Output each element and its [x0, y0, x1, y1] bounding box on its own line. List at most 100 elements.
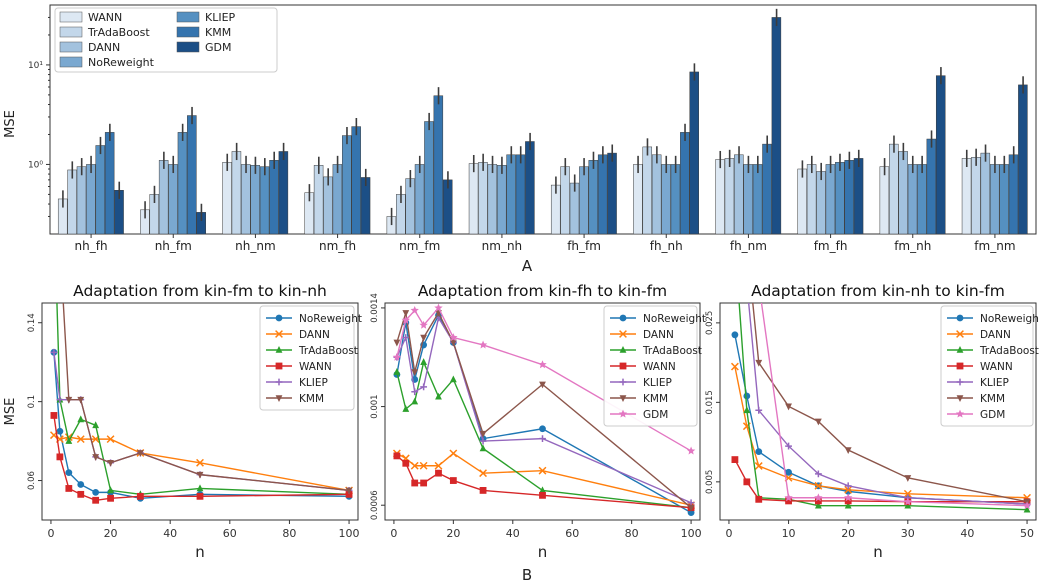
- bar-NoReweight-nm_nh: [496, 165, 507, 235]
- bar-WANN-nh_nm: [222, 162, 232, 235]
- bar-KMM-fh_nm: [762, 143, 772, 235]
- point-WANN: [136, 492, 144, 500]
- bar-NoReweight-nh_fm: [168, 164, 178, 235]
- point-KLIEP: [785, 442, 792, 450]
- point-GDM: [844, 493, 853, 502]
- point-KLIEP: [50, 348, 58, 356]
- bar-KLIEP-nh_fm: [177, 132, 188, 235]
- legend-marker-DANN: [956, 330, 964, 338]
- point-GDM: [392, 352, 402, 361]
- legend-label-KLIEP: KLIEP: [643, 377, 672, 389]
- bar-GDM-fh_nm: [771, 17, 782, 235]
- x-tick-label-fm_nh: fm_nh: [894, 239, 931, 253]
- legend: NoReweight DANN TrAdaBoost WANN KLIEP KMM GDM: [940, 305, 1039, 427]
- point-WANN: [539, 491, 546, 499]
- bar-KMM-fm_nh: [926, 138, 937, 235]
- point-DANN: [419, 461, 428, 470]
- y-tick-label: 0.001: [370, 394, 380, 418]
- legend-label-TrAdaBoost: TrAdaBoost: [979, 345, 1039, 357]
- bar-GDM-fh_fm: [607, 152, 617, 235]
- x-tick-label: 10: [782, 527, 796, 540]
- point-WANN: [814, 497, 822, 505]
- point-KMM: [420, 334, 428, 342]
- bar-KMM-nm_nh: [515, 154, 526, 235]
- point-WANN: [50, 412, 58, 419]
- legend-marker-DANN: [275, 330, 283, 338]
- bar-TrAdaBoost-nh_fh: [67, 169, 77, 235]
- point-KMM: [107, 459, 114, 467]
- bar-KLIEP-fh_nh: [670, 164, 681, 235]
- point-TrAdaBoost: [107, 486, 114, 494]
- point-KMM: [136, 450, 144, 457]
- x-tick-label-nh_fh: nh_fh: [75, 239, 108, 253]
- point-WANN: [449, 477, 457, 484]
- point-KMM: [687, 504, 695, 512]
- legend-label-KMM: KMM: [643, 393, 668, 405]
- legend-marker-KLIEP: [275, 378, 283, 386]
- point-WANN: [731, 456, 739, 463]
- point-TrAdaBoost: [449, 375, 457, 383]
- point-KLIEP: [479, 437, 487, 445]
- legend-swatch-KMM: [176, 26, 200, 38]
- legend-label-WANN: WANN: [643, 361, 676, 373]
- legend-swatch-DANN: [59, 41, 83, 53]
- point-WANN: [411, 479, 419, 487]
- bar-KMM-fh_nh: [680, 132, 690, 235]
- panel-b2-line-chart: Adaptation from kin-fh to kin-fm 0 20 40 60 8…: [370, 282, 706, 561]
- point-WANN: [402, 459, 410, 467]
- bar-DANN-fm_nh: [898, 151, 908, 235]
- bar-KLIEP-nm_fm: [424, 121, 434, 235]
- y-tick-label: 0.14: [27, 313, 37, 332]
- legend-label-TrAdaBoost: TrAdaBoost: [642, 345, 702, 357]
- x-tick-label-fh_nh: fh_nh: [650, 239, 683, 253]
- point-KMM: [402, 310, 410, 317]
- point-KMM: [411, 369, 419, 377]
- bar-WANN-fh_nm: [715, 159, 725, 235]
- bar-TrAdaBoost-fh_fm: [560, 166, 570, 235]
- panel-a-label: A: [522, 257, 533, 275]
- point-TrAdaBoost: [411, 397, 419, 405]
- point-NoReweight: [743, 392, 751, 400]
- legend-marker-GDM: [955, 409, 965, 418]
- legend-marker-NoReweight: [275, 314, 283, 322]
- x-tick-label: 60: [223, 527, 237, 540]
- point-KLIEP: [844, 482, 852, 490]
- point-GDM: [401, 315, 410, 324]
- bar-KLIEP-nh_fh: [95, 145, 106, 235]
- point-GDM: [538, 360, 547, 369]
- point-KLIEP: [743, 280, 750, 287]
- point-KMM: [196, 471, 204, 479]
- point-KMM: [844, 447, 852, 455]
- point-TrAdaBoost: [539, 486, 546, 494]
- legend-marker-DANN: [619, 330, 627, 338]
- legend-label-WANN: WANN: [88, 11, 122, 24]
- point-DANN: [844, 485, 853, 494]
- point-TrAdaBoost: [844, 501, 852, 509]
- axes-frame: [41, 302, 359, 521]
- bar-GDM-fm_nh: [935, 75, 946, 235]
- legend-swatch-GDM: [176, 41, 200, 53]
- bar-TrAdaBoost-nh_nm: [231, 151, 242, 235]
- point-GDM: [410, 306, 419, 314]
- legend-label-KLIEP: KLIEP: [299, 377, 328, 389]
- point-DANN: [449, 449, 458, 458]
- bar-NoReweight-fh_nm: [743, 164, 753, 235]
- x-tick-label: 20: [104, 527, 118, 540]
- x-tick-label: 40: [960, 527, 974, 540]
- x-tick-label: 50: [1020, 527, 1034, 540]
- bar-NoReweight-fm_nm: [989, 164, 1000, 235]
- point-KMM: [393, 339, 401, 347]
- bar-NoReweight-fh_nh: [661, 164, 671, 235]
- bar-KMM-nm_fh: [351, 126, 361, 235]
- point-DANN: [479, 469, 487, 478]
- x-tick-label: 20: [446, 527, 460, 540]
- point-NoReweight: [539, 425, 546, 433]
- y-axis-label: MSE: [3, 398, 18, 426]
- legend-label-NoReweight: NoReweight: [299, 313, 362, 325]
- x-axis-label: n: [195, 543, 205, 561]
- x-tick-label-fm_fh: fm_fh: [814, 239, 848, 253]
- point-KMM: [785, 403, 792, 411]
- x-tick-label: 100: [681, 527, 702, 540]
- legend-swatch-NoReweight: [59, 56, 83, 68]
- legend-marker-NoReweight: [619, 314, 627, 322]
